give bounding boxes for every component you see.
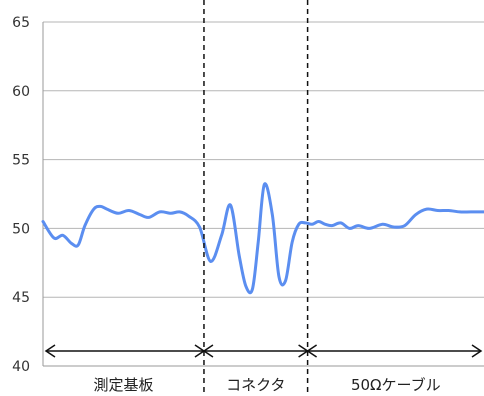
grid (43, 21, 484, 298)
y-tick-label-55: 55 (12, 153, 30, 169)
y-tick-label-40: 40 (12, 359, 30, 375)
segment-range-arrowhead-left-0 (44, 344, 56, 358)
segment-range-arrowhead-left-1 (202, 344, 214, 358)
plot-frame (42, 22, 484, 367)
segment-label-1: コネクタ (226, 376, 285, 394)
y-tick-labels: 40 45 50 55 60 65 (12, 15, 30, 375)
series-group (41, 182, 484, 295)
y-tick-label-50: 50 (12, 221, 30, 237)
segment-label-0: 測定基板 (93, 376, 153, 394)
y-tick-label-45: 45 (12, 290, 30, 306)
segment-labels: 測定基板 コネクタ 50Ωケーブル (93, 376, 440, 394)
series-line-0 (41, 182, 484, 295)
segment-label-2: 50Ωケーブル (351, 376, 441, 394)
segment-dividers (203, 0, 309, 396)
y-tick-label-60: 60 (12, 84, 30, 100)
segment-ranges (44, 344, 483, 358)
segment-range-arrowhead-left-2 (306, 344, 318, 358)
segment-range-arrowhead-right-2 (471, 344, 483, 358)
y-tick-label-65: 65 (12, 15, 30, 31)
